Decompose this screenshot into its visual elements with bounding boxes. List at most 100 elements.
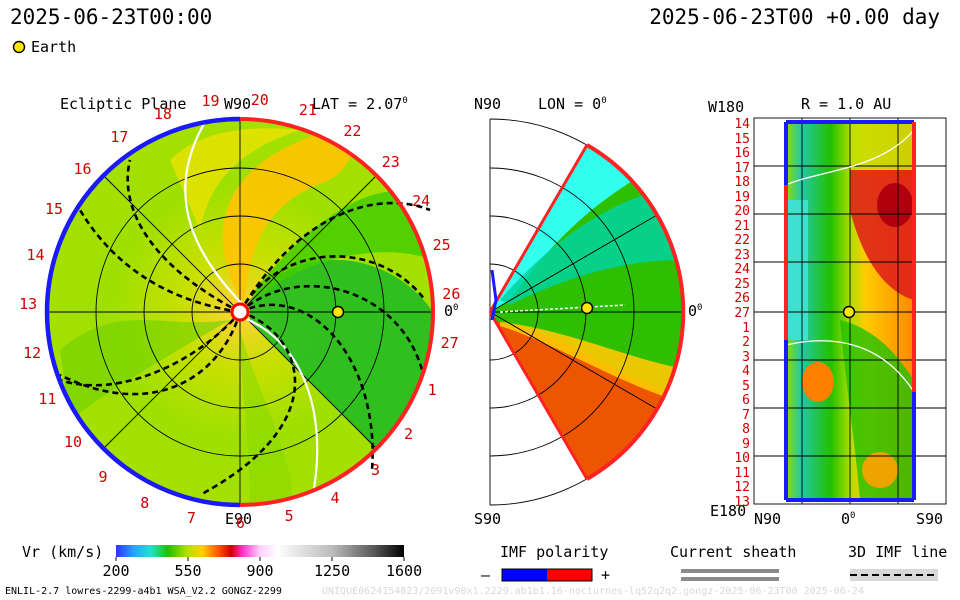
imf-polarity-title: IMF polarity xyxy=(500,543,609,561)
latlon-y-label: 6 xyxy=(742,393,750,409)
carrington-label: 24 xyxy=(412,191,431,210)
carrington-label: 20 xyxy=(250,90,269,109)
colorbar-tick-label: 900 xyxy=(246,562,274,580)
carrington-label: 18 xyxy=(153,104,172,123)
latlon-y-label: 23 xyxy=(734,247,750,263)
carrington-label: 7 xyxy=(186,509,196,528)
latlon-y-label: 2 xyxy=(742,335,750,351)
latlon-y-label: 5 xyxy=(742,378,750,394)
latlon-y-label: 7 xyxy=(742,407,750,423)
imf-polarity-plus: + xyxy=(601,566,611,584)
latlon-y-label: 16 xyxy=(734,146,750,162)
meridional-inner-negative xyxy=(490,269,498,321)
colorbar-ticks xyxy=(115,557,405,561)
ecliptic-right-label: 00 xyxy=(444,302,459,320)
colorbar-label: Vr (km/s) xyxy=(22,543,104,561)
latlon-y-label: 27 xyxy=(734,306,750,321)
latlon-y-label: 17 xyxy=(734,160,750,176)
carrington-label: 16 xyxy=(73,160,92,179)
footer-model-info: ENLIL-2.7 lowres-2299-a4b1 WSA_V2.2 GONG… xyxy=(5,586,282,597)
carrington-label: 9 xyxy=(98,467,108,486)
latlon-y-label: 26 xyxy=(734,291,750,307)
carrington-label: 21 xyxy=(298,101,317,120)
carrington-label: 22 xyxy=(343,122,362,141)
carrington-label: 13 xyxy=(19,294,38,313)
latlon-y-label: 10 xyxy=(734,451,750,467)
ecliptic-left-band xyxy=(60,320,230,420)
carrington-label: 17 xyxy=(110,127,129,146)
meridional-boundary-positive xyxy=(585,143,686,481)
imf-polarity-positive xyxy=(547,569,592,581)
latlon-y-label: 9 xyxy=(742,436,750,452)
carrington-label: 27 xyxy=(440,333,459,352)
latlon-y-label: 24 xyxy=(734,262,750,278)
ecliptic-boundary-negative xyxy=(44,116,241,508)
colorbar-tick-label: 550 xyxy=(174,562,202,580)
ecliptic-green-band xyxy=(255,191,433,300)
ecliptic-top-label: W90 xyxy=(224,95,252,113)
latlon-y-label: 12 xyxy=(734,480,750,496)
meridional-lon-label: LON = 00 xyxy=(538,95,607,113)
timestamp-right: 2025-06-23T00 +0.00 day xyxy=(649,5,940,29)
meridional-bottom-label: S90 xyxy=(474,510,502,528)
carrington-label: 12 xyxy=(23,343,42,362)
colorbar-tick-label: 1600 xyxy=(386,562,423,580)
carrington-label: 19 xyxy=(201,92,220,111)
ecliptic-yellow-band xyxy=(170,128,300,230)
latlon-bottom-left-label: E180 xyxy=(710,502,747,520)
latlon-x-label-n90: N90 xyxy=(754,510,782,528)
carrington-label: 1 xyxy=(427,381,437,400)
latlon-lower-spot xyxy=(862,452,898,488)
latlon-x-label-s90: S90 xyxy=(916,510,944,528)
meridional-imf-line xyxy=(499,304,626,313)
carrington-label: 3 xyxy=(371,461,381,480)
ecliptic-bottom-label: E90 xyxy=(225,510,253,528)
meridional-north-edge xyxy=(488,144,589,313)
meridional-south-edge xyxy=(488,311,589,480)
latlon-y-label: 18 xyxy=(734,175,750,191)
carrington-label: 25 xyxy=(432,236,451,255)
latlon-darkred-spot xyxy=(877,183,913,227)
carrington-label: 15 xyxy=(44,200,64,219)
latlon-orange-spot xyxy=(802,362,834,402)
earth-marker-ecliptic xyxy=(331,305,345,319)
carrington-label: 23 xyxy=(381,152,400,171)
imf-polarity-minus: – xyxy=(481,566,491,584)
latlon-y-label: 21 xyxy=(734,218,750,234)
latlon-y-label: 19 xyxy=(734,189,750,205)
meridional-transition xyxy=(500,322,684,405)
sun-marker xyxy=(230,302,250,322)
latlon-y-label: 20 xyxy=(734,204,750,220)
imf-line-title: 3D IMF line xyxy=(848,543,948,561)
latlon-y-label: 3 xyxy=(742,349,750,365)
earth-legend-label: Earth xyxy=(31,38,77,56)
meridional-teal-band xyxy=(500,190,680,305)
latlon-y-label: 22 xyxy=(734,233,750,249)
latlon-cyan-strip xyxy=(788,200,808,340)
latlon-y-label: 1 xyxy=(742,320,750,336)
latlon-y-label: 11 xyxy=(734,465,750,481)
ecliptic-fast-stream xyxy=(222,130,353,300)
carrington-label: 8 xyxy=(140,493,150,512)
latlon-y-label: 14 xyxy=(734,117,750,132)
current-sheath-title: Current sheath xyxy=(670,543,797,561)
latlon-sheet-lower xyxy=(785,340,915,393)
latlon-y-label: 8 xyxy=(742,422,750,438)
earth-marker-latlon xyxy=(842,305,856,319)
colorbar-tick-label: 200 xyxy=(102,562,130,580)
ecliptic-imf-lines xyxy=(59,159,431,497)
timestamp-left: 2025-06-23T00:00 xyxy=(10,5,213,29)
carrington-label: 10 xyxy=(63,432,82,451)
carrington-label: 4 xyxy=(330,489,340,508)
colorbar-gradient xyxy=(116,545,404,557)
ecliptic-bottom-band xyxy=(240,330,292,505)
colorbar-tick-label: 1250 xyxy=(314,562,351,580)
carrington-label: 26 xyxy=(442,284,461,303)
latlon-y-label: 15 xyxy=(734,131,750,147)
